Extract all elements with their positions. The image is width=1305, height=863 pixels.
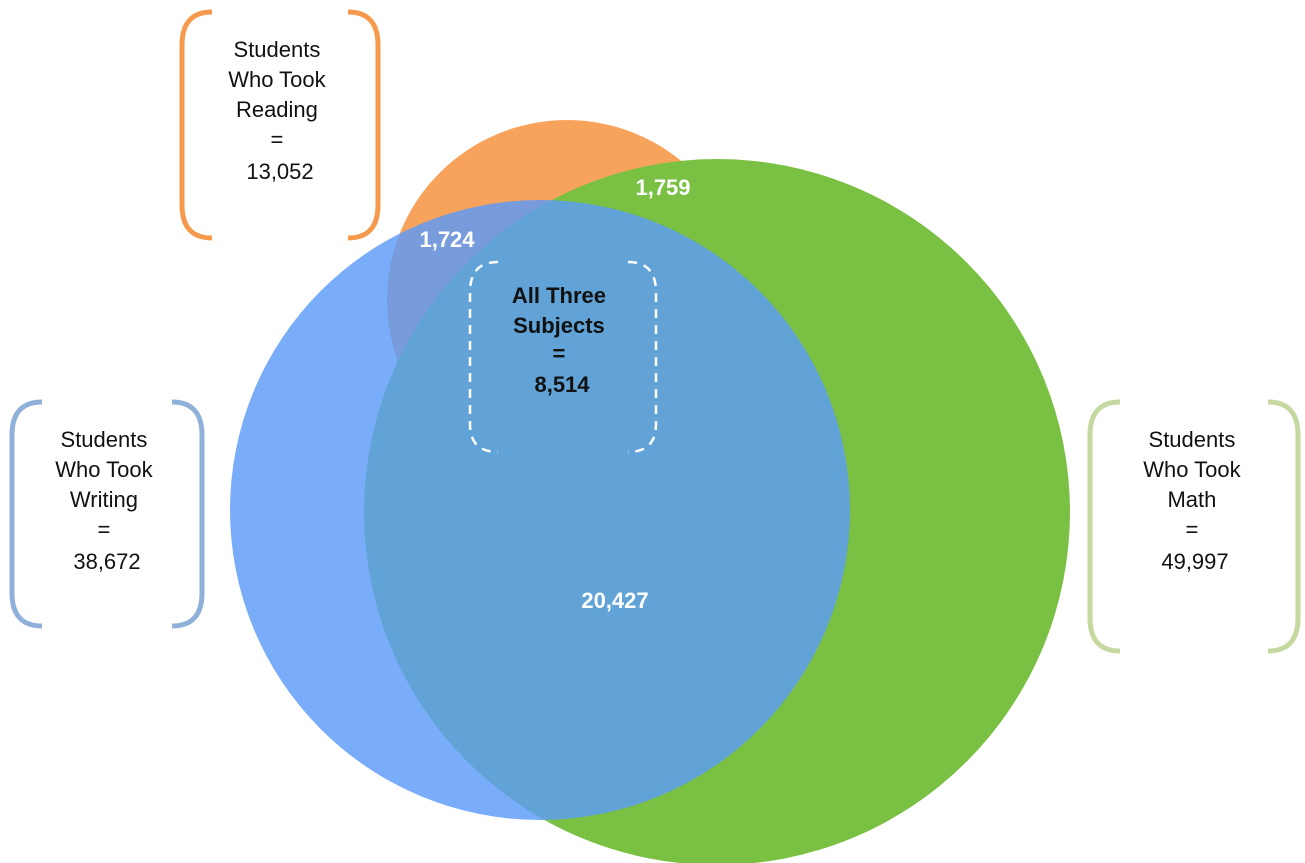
writing-label-line-1: Students (61, 427, 148, 452)
math-label-line-2: Who Took (1143, 457, 1241, 482)
center-right-bracket (627, 260, 658, 454)
math-label-line-1: Students (1149, 427, 1236, 452)
writing-callout: Students Who Took Writing = 38,672 (9, 399, 205, 629)
math-right-bracket (1267, 399, 1301, 654)
reading-label-line-1: Students (234, 37, 321, 62)
reading-math-overlap-value: 1,759 (635, 175, 690, 200)
reading-callout: Students Who Took Reading = 13,052 (179, 9, 381, 241)
math-count: 49,997 (1161, 549, 1228, 574)
writing-label-line-2: Who Took (55, 457, 153, 482)
center-label-line-1: All Three (512, 283, 606, 308)
math-label-line-4: = (1186, 517, 1199, 542)
writing-left-bracket (9, 399, 43, 629)
svg-text:Students Who Took: Students Who Took Math = 49,997 (1143, 427, 1247, 574)
math-callout: Students Who Took Math = 49,997 (1087, 399, 1301, 654)
writing-circle (230, 200, 850, 820)
center-count: 8,514 (534, 372, 590, 397)
svg-text:Students Who Took: Students Who Took Reading = 13,052 (228, 37, 332, 184)
svg-text:Students Who Took: Students Who Took Writing = 38,672 (55, 427, 159, 574)
center-label-line-2: Subjects (513, 313, 605, 338)
writing-label-line-3: Writing (70, 487, 138, 512)
reading-left-bracket (179, 9, 213, 241)
all-three-subjects-callout: All Three Subjects = 8,514 (468, 260, 658, 454)
reading-label-line-4: = (271, 127, 284, 152)
writing-right-bracket (171, 399, 205, 629)
reading-label-line-3: Reading (236, 97, 318, 122)
center-left-bracket (468, 260, 499, 454)
math-label-line-3: Math (1167, 487, 1216, 512)
reading-right-bracket (347, 9, 381, 241)
svg-text:All Three Subjects: All Three Subjects = 8,514 (512, 283, 612, 397)
writing-math-overlap-value: 20,427 (581, 588, 648, 613)
reading-count: 13,052 (246, 159, 313, 184)
writing-label-line-4: = (98, 517, 111, 542)
center-label-line-3: = (553, 341, 566, 366)
reading-writing-overlap-value: 1,724 (419, 227, 475, 252)
writing-count: 38,672 (73, 549, 140, 574)
math-left-bracket (1087, 399, 1121, 654)
reading-label-line-2: Who Took (228, 67, 326, 92)
